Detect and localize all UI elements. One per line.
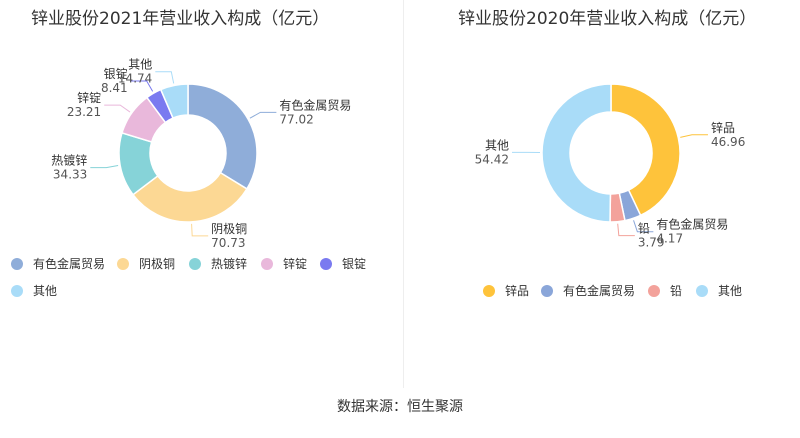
donut-2021-slice-name-1: 阴极铜: [211, 221, 247, 236]
donut-chart-2020: 锌品46.96有色金属贸易4.17铅3.79其他54.42锌品 有色金属贸易铅其他: [475, 83, 745, 298]
donut-chart-2021: 有色金属贸易77.02阴极铜70.73热镀锌34.33锌锭23.21银锭8.41…: [11, 58, 366, 298]
donut-2021-leader-line-1: [191, 223, 209, 237]
legend-2021-marker-0: [11, 258, 23, 270]
legend-2021-item-4[interactable]: 银锭: [320, 257, 366, 271]
legend-2021-item-1[interactable]: 阴极铜: [117, 256, 175, 271]
donut-2021-slice-name-4: 银锭: [104, 67, 128, 81]
donut-2020-slice-value-3: 54.42: [475, 152, 509, 166]
donut-2021-slice-5[interactable]: [159, 83, 189, 120]
legend-2020-item-2[interactable]: 铅: [648, 284, 682, 298]
donut-2021-slice-0[interactable]: [187, 83, 258, 190]
data-source-value: 恒生聚源: [407, 399, 463, 415]
legend-2021-item-0[interactable]: 有色金属贸易: [11, 256, 105, 271]
donut-2020-slice-name-3: 其他: [485, 138, 509, 152]
donut-2021-slice-name-2: 热镀锌: [51, 154, 87, 168]
donut-2020-slice-name-1: 有色金属贸易: [656, 217, 728, 232]
data-source-label: 数据来源：: [337, 399, 407, 415]
donut-2020-slice-value-2: 3.79: [638, 236, 665, 250]
donut-2020-slice-0[interactable]: [610, 83, 681, 217]
legend-2021-label-5: 其他: [33, 284, 57, 298]
legend-2020-item-3[interactable]: 其他: [696, 284, 742, 298]
donut-2021-slice-name-5: 其他: [128, 58, 152, 72]
legend-2021-marker-3: [261, 258, 273, 270]
legend-2021-item-5[interactable]: 其他: [11, 284, 57, 298]
donut-2020-slice-name-0: 锌品: [711, 121, 735, 135]
donut-2021-slice-value-0: 77.02: [279, 112, 313, 126]
legend-2021-label-4: 银锭: [342, 257, 366, 271]
legend-2020-label-0: 锌品: [505, 284, 529, 298]
donut-charts: 有色金属贸易77.02阴极铜70.73热镀锌34.33锌锭23.21银锭8.41…: [11, 58, 745, 298]
donut-2021-leader-line-4: [130, 80, 154, 92]
legend-2021-marker-1: [117, 258, 129, 270]
chart-title-2020: 锌业股份2020年营业收入构成（亿元）: [458, 9, 757, 29]
legend-2020-item-1[interactable]: 有色金属贸易: [541, 283, 635, 298]
donut-2020-slice-3[interactable]: [541, 83, 612, 223]
legend-2020-item-0[interactable]: 锌品: [483, 284, 529, 298]
legend-2020-label-1: 有色金属贸易: [563, 283, 635, 298]
donut-2020-slice-name-2: 铅: [638, 222, 650, 236]
donut-2021-leader-line-5: [155, 71, 175, 84]
donut-2021-slice-name-3: 锌锭: [77, 91, 101, 105]
donut-2021-leader-line-3: [104, 104, 131, 113]
legend-2021-item-3[interactable]: 锌锭: [261, 257, 307, 271]
legend-2020-marker-0: [483, 285, 495, 297]
donut-2021-slice-name-0: 有色金属贸易: [279, 97, 351, 112]
chart-title-2021: 锌业股份2021年营业收入构成（亿元）: [31, 9, 330, 29]
legend-2020-marker-3: [696, 285, 708, 297]
donut-2020-leader-line-0: [680, 134, 708, 138]
legend-2021-label-0: 有色金属贸易: [33, 256, 105, 271]
donut-2021-slice-value-5: 14.74: [118, 72, 152, 86]
donut-2021-slice-1[interactable]: [131, 171, 248, 223]
legend-2020-marker-2: [648, 285, 660, 297]
legend-2020-label-3: 其他: [718, 284, 742, 298]
legend-2020-label-2: 铅: [670, 284, 682, 298]
donut-2021-slice-value-1: 70.73: [211, 236, 245, 250]
legend-2021-label-2: 热镀锌: [211, 257, 247, 271]
panel-divider: [403, 0, 404, 388]
donut-2020-slice-value-1: 4.17: [656, 232, 683, 246]
legend-2021-marker-2: [189, 258, 201, 270]
donut-2021-slice-value-2: 34.33: [53, 168, 87, 182]
legend-2021-marker-4: [320, 258, 332, 270]
donut-2020-leader-line-1: [633, 220, 654, 233]
donut-2021-leader-line-2: [90, 164, 119, 169]
data-source: 数据来源：恒生聚源: [0, 396, 800, 416]
legend-2021-label-3: 锌锭: [283, 257, 307, 271]
donut-2021-slice-value-3: 23.21: [67, 105, 101, 119]
donut-2020-slice-value-0: 46.96: [711, 135, 745, 149]
donut-2020-leader-line-2: [617, 223, 635, 237]
legend-2021-marker-5: [11, 285, 23, 297]
donut-2021-slice-value-4: 8.41: [101, 81, 128, 95]
donut-2021-leader-line-0: [249, 111, 277, 119]
legend-2021-label-1: 阴极铜: [139, 256, 175, 271]
legend-2020-marker-1: [541, 285, 553, 297]
legend-2021-item-2[interactable]: 热镀锌: [189, 257, 247, 271]
